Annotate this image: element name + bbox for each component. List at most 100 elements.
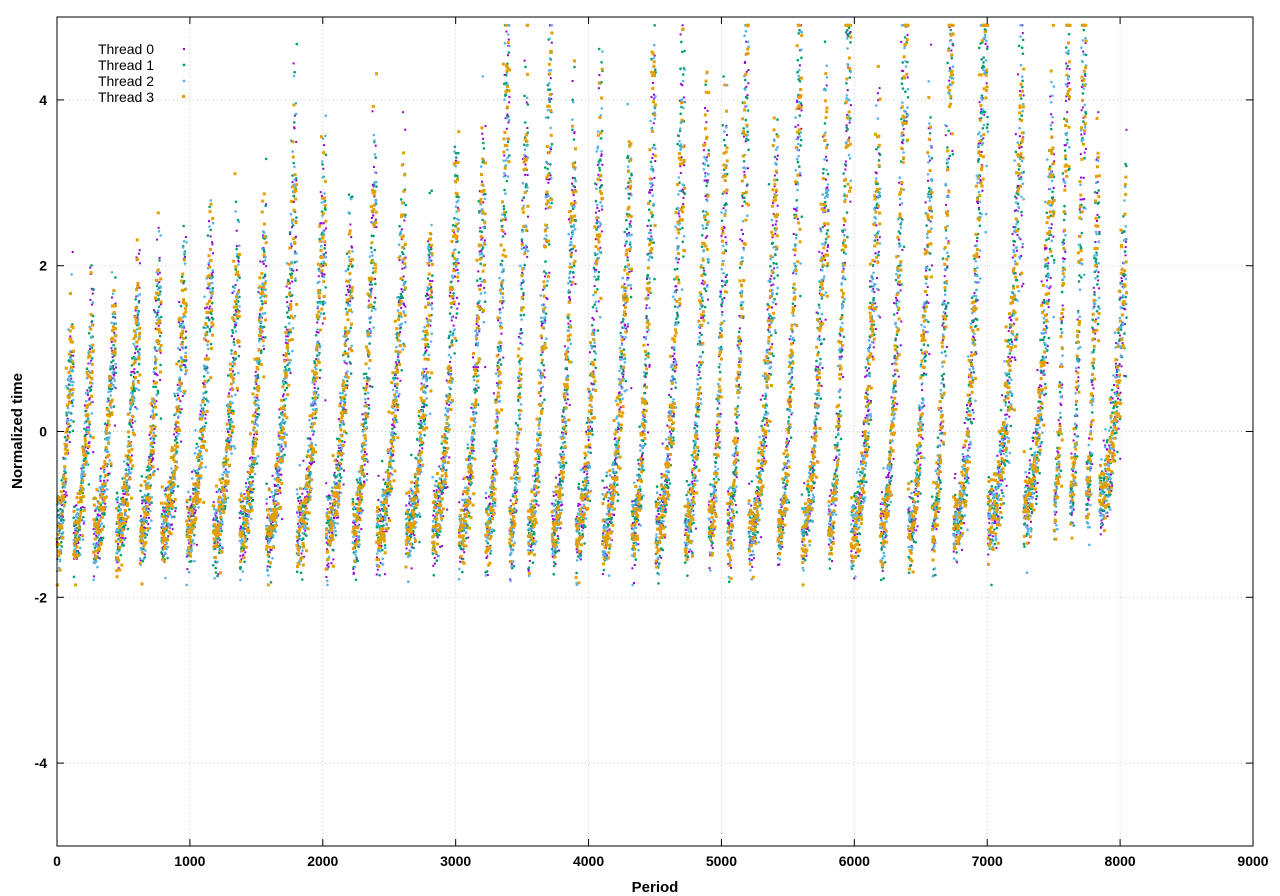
data-point (517, 336, 520, 338)
data-point (875, 224, 878, 227)
data-point (1037, 406, 1040, 409)
data-point (1118, 334, 1121, 337)
data-point (584, 498, 587, 501)
data-point (901, 142, 904, 145)
data-point (155, 349, 158, 352)
data-point (865, 374, 868, 377)
data-point (113, 347, 117, 350)
data-point (304, 529, 307, 532)
data-point (736, 454, 739, 457)
data-point (545, 193, 547, 196)
data-point (295, 570, 299, 574)
data-point (315, 331, 318, 334)
data-point (826, 246, 829, 248)
data-point (441, 545, 444, 547)
data-point (610, 503, 613, 505)
data-point (864, 375, 867, 378)
data-point (64, 480, 67, 483)
data-point (675, 285, 678, 288)
data-point (445, 379, 448, 382)
data-point (511, 520, 514, 523)
data-point (90, 287, 93, 290)
data-point (855, 551, 857, 554)
data-point (1117, 427, 1120, 430)
data-point (403, 304, 406, 306)
data-point (1095, 158, 1098, 161)
data-point (159, 303, 162, 306)
data-point (268, 565, 272, 568)
data-point (245, 482, 247, 485)
data-point (1015, 197, 1018, 200)
data-point (324, 251, 327, 254)
data-point (801, 540, 804, 543)
data-point (1116, 368, 1118, 371)
data-point (420, 382, 423, 385)
data-point (682, 96, 685, 99)
data-point (795, 182, 798, 185)
data-point (429, 279, 432, 282)
data-point (693, 464, 696, 467)
data-point (400, 306, 403, 309)
data-point (926, 244, 929, 247)
data-point (339, 402, 342, 405)
data-point (103, 513, 106, 516)
data-point (1080, 133, 1083, 136)
data-point (723, 226, 726, 229)
data-point (623, 323, 626, 326)
data-point (825, 155, 828, 158)
data-point (438, 465, 441, 468)
data-point (182, 363, 185, 366)
data-point (724, 236, 727, 239)
data-point (136, 370, 139, 374)
data-point (269, 496, 272, 498)
data-point (647, 294, 650, 297)
data-point (110, 387, 114, 391)
data-point (570, 248, 573, 251)
data-point (106, 479, 109, 482)
data-point (605, 486, 608, 489)
data-point (287, 280, 290, 283)
data-point (130, 426, 133, 428)
data-point (718, 402, 721, 405)
data-point (628, 270, 631, 273)
data-point (1089, 451, 1092, 454)
data-point (1093, 305, 1096, 308)
data-point (970, 402, 972, 405)
data-point (977, 142, 980, 145)
data-point (1068, 68, 1071, 70)
data-point (882, 515, 885, 518)
data-point (869, 280, 872, 283)
data-point (620, 356, 623, 358)
data-point (631, 500, 634, 503)
data-point (870, 400, 872, 403)
data-point (508, 101, 511, 104)
data-point (117, 509, 120, 512)
data-point (732, 472, 735, 475)
data-point (1115, 342, 1118, 345)
data-point (1083, 132, 1086, 135)
data-point (136, 313, 140, 317)
data-point (231, 331, 235, 335)
data-point (552, 518, 554, 521)
data-point (989, 493, 992, 496)
data-point (551, 514, 554, 517)
data-point (1027, 541, 1030, 544)
data-point (364, 451, 366, 453)
data-point (706, 179, 709, 182)
data-point (948, 26, 951, 29)
data-point (756, 495, 759, 498)
data-point (547, 181, 550, 184)
data-point (902, 70, 905, 73)
data-point (373, 166, 375, 168)
data-point (155, 400, 158, 403)
data-point (615, 457, 617, 460)
data-point (961, 548, 963, 551)
data-point (238, 516, 241, 519)
data-point (399, 331, 402, 333)
data-point (206, 234, 210, 237)
data-point (849, 104, 852, 107)
data-point (1019, 238, 1022, 241)
data-point (325, 482, 328, 485)
data-point (725, 241, 728, 244)
data-point (132, 370, 135, 373)
